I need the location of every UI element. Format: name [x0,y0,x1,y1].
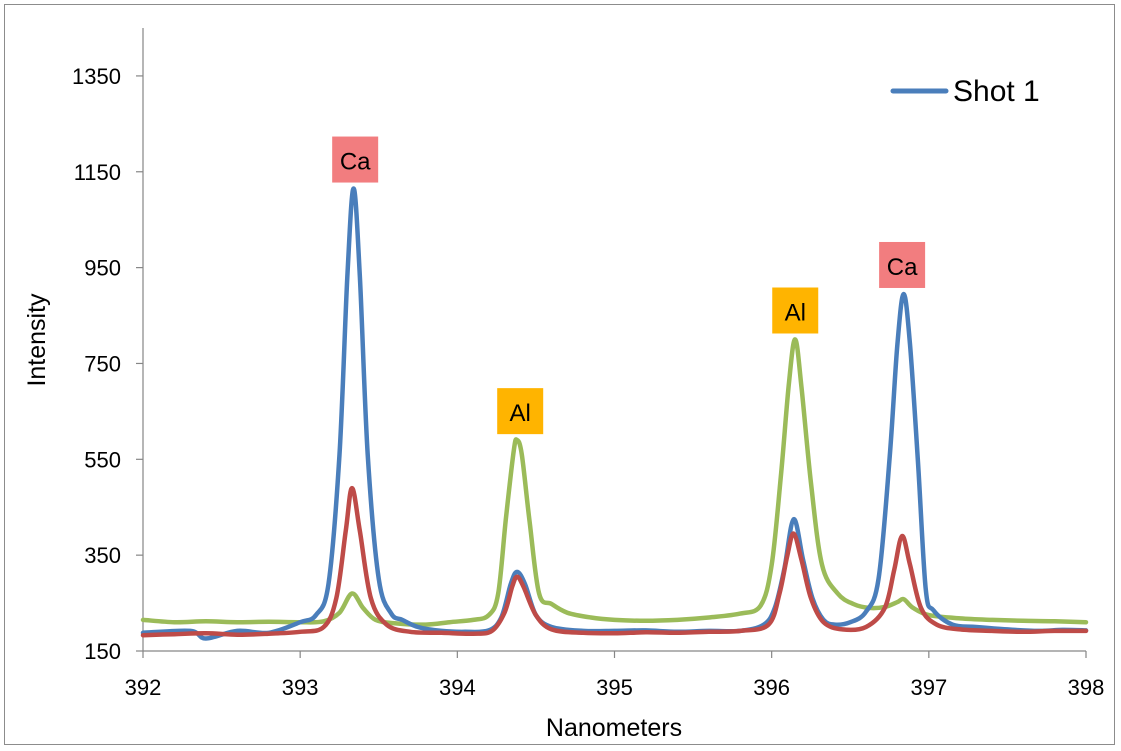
y-tick-label-150: 150 [84,639,121,664]
x-tick-label-397: 397 [910,675,947,700]
x-ticks: 392 393 394 395 396 397 398 [125,651,1105,700]
peak-label-text: Ca [340,149,371,176]
peak-label-text: Al [510,400,531,427]
y-tick-label-950: 950 [84,256,121,281]
y-tick-label-1150: 1150 [74,160,121,185]
peak-label-box [879,241,926,288]
series-line-3 [140,337,1089,627]
peak-label-al-3: Al [772,287,819,334]
series-lines [140,186,1089,641]
peak-label-box [497,388,544,435]
x-tick-label-393: 393 [282,675,319,700]
peak-label-ca-4: Ca [879,241,926,288]
y-tick-label-750: 750 [84,351,121,376]
x-axis-title: Nanometers [546,714,682,742]
series-line-1 [140,186,1089,641]
peak-label-al-2: Al [497,388,544,435]
y-tick-label-550: 550 [84,447,121,472]
peak-label-text: Al [785,300,806,327]
legend-label-shot-1: Shot 1 [953,75,1040,108]
peak-label-text: Ca [887,254,918,281]
peak-label-box [772,287,819,334]
x-tick-label-396: 396 [753,675,790,700]
x-tick-label-395: 395 [596,675,633,700]
y-ticks: 150 350 550 750 950 1150 1350 [72,64,143,664]
series-line-2 [140,485,1089,638]
legend: Shot 1 [890,75,1040,108]
y-tick-label-350: 350 [84,543,121,568]
peak-label-ca-1: Ca [332,136,379,183]
peak-label-box [332,136,379,183]
x-tick-label-394: 394 [439,675,476,700]
y-axis-title: Intensity [23,293,51,387]
y-tick-label-1350: 1350 [72,64,121,89]
peak-labels: Ca Al Al Ca [332,136,926,435]
x-tick-label-398: 398 [1068,675,1105,700]
x-tick-label-392: 392 [125,675,162,700]
